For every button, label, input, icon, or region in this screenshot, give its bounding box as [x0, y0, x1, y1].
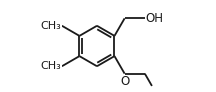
- Text: CH₃: CH₃: [40, 21, 61, 31]
- Text: OH: OH: [146, 12, 164, 25]
- Text: CH₃: CH₃: [40, 61, 61, 71]
- Text: O: O: [120, 75, 129, 88]
